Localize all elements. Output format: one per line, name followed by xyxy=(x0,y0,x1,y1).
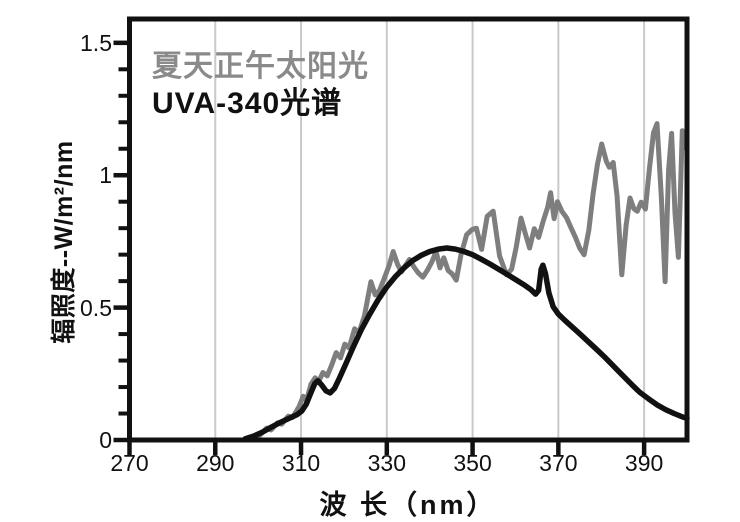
x-tick-label: 270 xyxy=(110,450,149,476)
y-tick-label: 1.5 xyxy=(80,29,112,56)
y-tick-label: 0 xyxy=(99,427,112,453)
x-tick-label: 310 xyxy=(281,450,321,476)
legend-item-uva340: UVA-340光谱 xyxy=(152,87,343,120)
x-tick-label: 390 xyxy=(624,450,664,476)
x-tick-label: 370 xyxy=(539,450,578,476)
x-tick-label: 290 xyxy=(196,450,235,476)
y-tick-label: 0.5 xyxy=(80,294,112,321)
legend-item-summer-sunlight: 夏天正午太阳光 xyxy=(152,50,369,83)
x-tick-label: 330 xyxy=(367,450,406,476)
series-line-uva340 xyxy=(242,245,690,442)
x-tick-label: 350 xyxy=(453,450,492,476)
chart-legend: 夏天正午太阳光 UVA-340光谱 xyxy=(152,48,369,122)
series-line-sunlight xyxy=(251,121,690,442)
y-axis-label: 辐照度--W/m²/nm xyxy=(50,140,78,344)
x-axis-label: 波 长（nm） xyxy=(319,490,497,520)
y-tick-label: 1 xyxy=(99,162,112,189)
